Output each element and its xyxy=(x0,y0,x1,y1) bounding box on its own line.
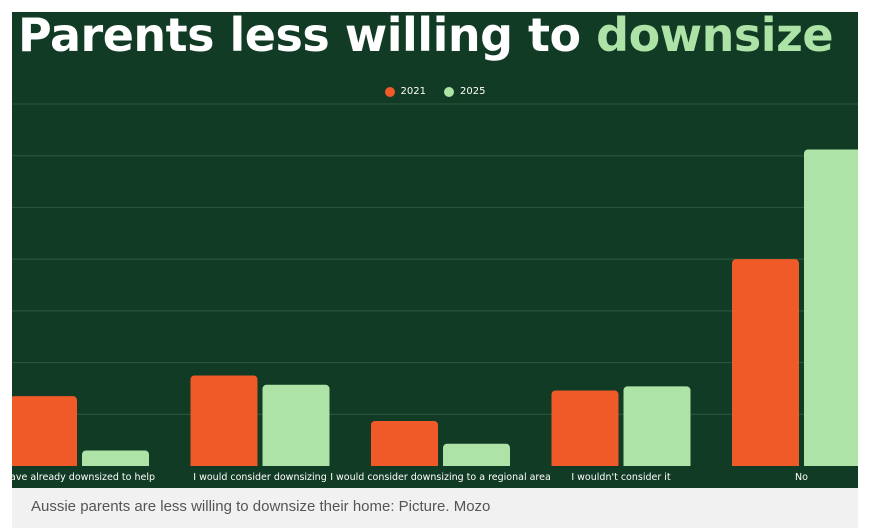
category-label-1: I would consider downsizing xyxy=(193,472,326,483)
category-label-3: I wouldn't consider it xyxy=(571,472,671,483)
category-label-2: I would consider downsizing to a regiona… xyxy=(330,472,551,483)
chart-panel: have already downsized to help I would co… xyxy=(12,12,858,488)
legend-item-2021: 2021 xyxy=(384,86,426,97)
category-label-0: have already downsized to help xyxy=(12,472,155,483)
axis-strip xyxy=(12,466,858,488)
caption-text: Aussie parents are less willing to downs… xyxy=(31,498,491,515)
legend-swatch-2025 xyxy=(444,86,454,97)
category-labels: have already downsized to help I would co… xyxy=(12,472,808,483)
legend-item-2025: 2025 xyxy=(444,86,485,97)
chart-title-main: Parents less willing to xyxy=(18,12,581,62)
bar-2021-4 xyxy=(732,259,799,472)
bar-2021-2 xyxy=(371,421,438,472)
category-label-4: No xyxy=(795,472,808,483)
legend-label-2025: 2025 xyxy=(460,86,486,97)
legend: 2021 2025 xyxy=(12,86,858,97)
grid-lines xyxy=(12,103,858,415)
legend-swatch-2021 xyxy=(384,86,395,97)
bar-chart: have already downsized to help I would co… xyxy=(12,103,858,488)
bar-2025-2 xyxy=(443,443,510,472)
chart-title-accent: downsize xyxy=(596,12,834,62)
bar-2021-1 xyxy=(190,375,258,472)
legend-label-2021: 2021 xyxy=(400,86,426,97)
bar-2021-3 xyxy=(551,390,619,472)
bar-2025-4 xyxy=(804,149,858,472)
bars xyxy=(12,149,858,488)
image-caption: Aussie parents are less willing to downs… xyxy=(12,488,858,528)
bar-2025-1 xyxy=(262,384,330,472)
chart-title: Parents less willing to downsize xyxy=(18,12,834,58)
bar-2021-0 xyxy=(12,396,77,472)
bar-2025-3 xyxy=(623,386,691,472)
